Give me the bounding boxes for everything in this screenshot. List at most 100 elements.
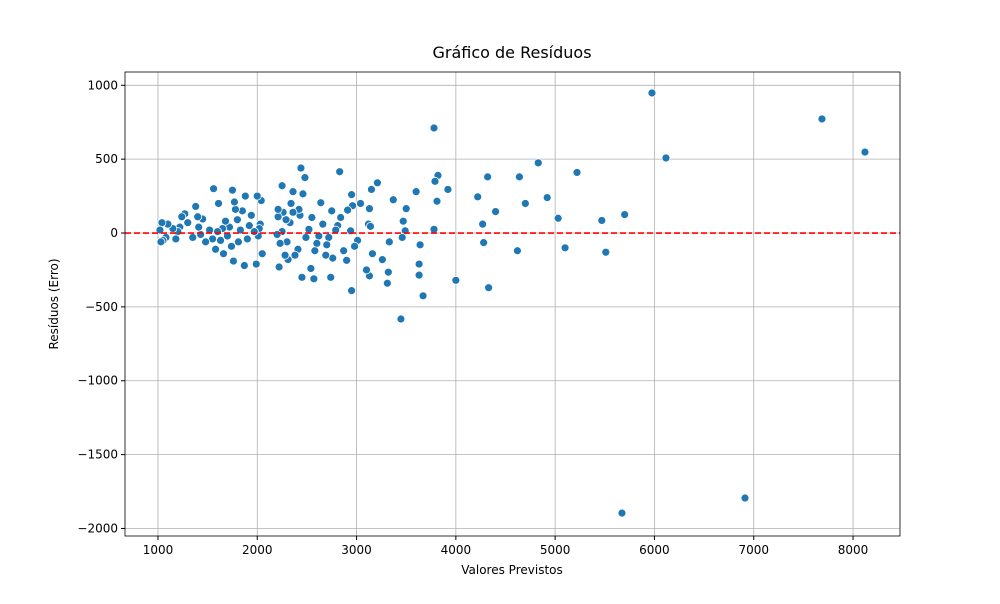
point xyxy=(171,234,181,244)
point xyxy=(382,278,392,288)
point xyxy=(647,88,657,98)
point xyxy=(297,272,307,282)
point xyxy=(155,225,165,235)
y-axis-label: Resíduos (Erro) xyxy=(47,258,61,349)
point xyxy=(277,181,287,191)
point xyxy=(216,236,225,245)
point xyxy=(513,246,522,256)
point xyxy=(275,238,285,248)
point xyxy=(362,265,371,275)
point xyxy=(597,216,607,225)
y-tick-label: 1000 xyxy=(87,78,118,92)
point xyxy=(429,123,439,133)
y-tick-label: 0 xyxy=(110,226,118,240)
point xyxy=(156,237,166,247)
point xyxy=(368,249,377,259)
point xyxy=(324,233,334,242)
point xyxy=(191,202,201,211)
point xyxy=(318,219,328,229)
point xyxy=(414,270,424,280)
point xyxy=(414,259,424,269)
point xyxy=(239,261,249,270)
point xyxy=(347,190,356,200)
point xyxy=(491,207,500,216)
point xyxy=(326,272,336,282)
x-tick-label: 1000 xyxy=(143,543,174,557)
point xyxy=(194,222,204,232)
point xyxy=(401,204,411,214)
point xyxy=(398,216,408,226)
point xyxy=(310,246,320,256)
point xyxy=(429,224,439,234)
point xyxy=(298,189,308,199)
point xyxy=(288,187,298,197)
point xyxy=(301,233,311,242)
point xyxy=(304,224,314,234)
point xyxy=(620,210,630,219)
point xyxy=(273,204,283,214)
x-tick-label: 8000 xyxy=(838,543,869,557)
x-axis-label: Valores Previstos xyxy=(461,563,563,577)
x-tick-label: 6000 xyxy=(639,543,670,557)
point xyxy=(228,185,237,195)
point xyxy=(183,218,193,228)
point xyxy=(231,204,240,214)
point xyxy=(201,237,211,247)
point xyxy=(367,185,376,194)
point xyxy=(350,241,359,251)
point xyxy=(572,168,582,177)
point xyxy=(281,215,291,225)
point xyxy=(418,291,428,301)
point xyxy=(430,176,440,186)
point xyxy=(373,178,382,188)
point xyxy=(817,114,827,124)
point xyxy=(252,191,262,201)
point xyxy=(300,173,310,183)
point xyxy=(307,213,317,222)
point xyxy=(601,247,611,257)
point xyxy=(388,195,398,205)
point xyxy=(227,241,236,251)
point xyxy=(339,246,349,256)
point xyxy=(342,255,352,265)
point xyxy=(356,199,365,208)
point xyxy=(740,493,750,503)
point xyxy=(479,238,489,248)
point xyxy=(251,259,261,269)
point xyxy=(397,233,407,242)
point xyxy=(415,240,425,250)
point xyxy=(533,158,543,168)
point xyxy=(257,249,267,259)
point xyxy=(193,212,203,222)
x-tick-label: 2000 xyxy=(242,543,273,557)
x-tick-label: 3000 xyxy=(341,543,372,557)
point xyxy=(286,199,296,208)
point xyxy=(157,218,167,228)
point xyxy=(321,250,331,260)
point xyxy=(316,198,326,208)
point xyxy=(473,192,483,202)
point xyxy=(443,185,453,194)
x-tick-label: 7000 xyxy=(738,543,769,557)
point xyxy=(280,250,290,260)
chart-title: Gráfico de Resíduos xyxy=(432,43,591,62)
point xyxy=(478,219,488,229)
y-tick-label: −500 xyxy=(85,300,118,314)
point xyxy=(661,153,671,163)
point xyxy=(617,508,627,518)
point xyxy=(483,172,493,182)
point xyxy=(221,216,230,226)
y-tick-label: 500 xyxy=(95,152,118,166)
point xyxy=(244,221,254,231)
point xyxy=(327,206,337,216)
point xyxy=(209,184,218,194)
point xyxy=(336,213,346,222)
point xyxy=(290,250,300,260)
point xyxy=(366,221,375,231)
point xyxy=(177,212,187,222)
point xyxy=(347,286,356,296)
point xyxy=(272,230,282,239)
point xyxy=(205,225,214,235)
point xyxy=(188,233,198,242)
